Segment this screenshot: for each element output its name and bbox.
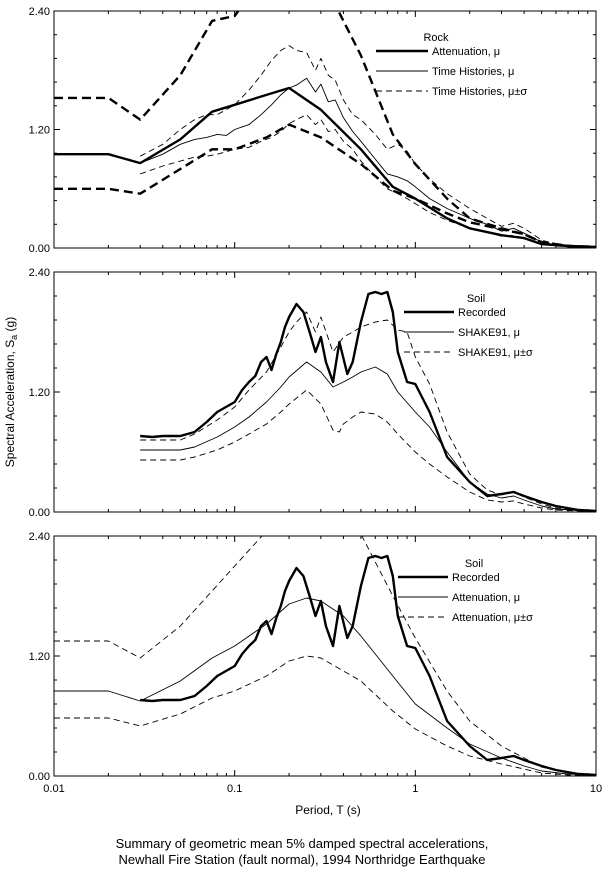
legend: Soil Recorded Attenuation, μ Attenuation, μ… (398, 558, 533, 624)
legend-title: Soil (467, 293, 485, 305)
legend-entry-label: SHAKE91, μ (458, 327, 520, 339)
y-tick-label: 1.20 (29, 387, 50, 399)
series-line-5 (54, 11, 596, 248)
series-line-1 (140, 554, 596, 776)
y-tick-label: 0.00 (29, 507, 50, 519)
legend-entry-label: Attenuation, μ±σ (452, 612, 533, 624)
legend: Soil Recorded SHAKE91, μ SHAKE91, μ±σ (404, 293, 533, 359)
series-group (54, 11, 596, 248)
legend-entry-label: Recorded (452, 572, 500, 584)
series-line-3 (139, 45, 596, 248)
chart-panel-1: 0.00 1.20 2.40 Rock Attenuation, μ Time Histo… (29, 6, 597, 255)
legend-entry-label: Attenuation, μ (452, 592, 520, 604)
series-line-2 (54, 597, 596, 776)
y-tick-label: 0.00 (29, 771, 50, 783)
legend-title: Soil (465, 558, 483, 570)
plot-frame (53, 535, 597, 777)
series-line-2 (140, 361, 596, 512)
caption-line-2: Newhall Fire Station (fault normal), 199… (118, 852, 486, 867)
series-line-4 (140, 389, 596, 512)
chart-panel-2: 0.00 1.20 2.40 Soil Recorded SHAKE91, μ SHAKE9… (29, 267, 597, 519)
x-axis-label: Period, T (s) (295, 803, 361, 817)
legend-entry-label: SHAKE91, μ±σ (458, 347, 533, 359)
panels: 0.00 1.20 2.40 Rock Attenuation, μ Time Histo… (29, 6, 603, 795)
figure-caption: Summary of geometric mean 5% damped spec… (0, 836, 604, 868)
x-tick-label: 10 (590, 783, 602, 795)
legend-title: Rock (423, 32, 449, 44)
chart-panel-3: 0.00 1.20 2.40 0.01 0.1 1 10 Soil Recorded Attenu… (29, 531, 603, 795)
y-tick-label: 2.40 (29, 531, 50, 543)
legend-entry-label: Time Histories, μ±σ (432, 86, 527, 98)
y-axis-label: Spectral Acceleration, Sa (g) (3, 317, 19, 467)
legend: Rock Attenuation, μ Time Histories, μ Time … (376, 32, 527, 98)
series-line-2 (140, 77, 596, 248)
y-tick-label: 1.20 (29, 125, 50, 137)
legend-entry-label: Time Histories, μ (432, 66, 514, 78)
series-line-3 (54, 536, 596, 776)
y-tick-label: 1.20 (29, 651, 50, 663)
y-tick-label: 0.00 (29, 243, 50, 255)
y-axis-label-sub: a (9, 335, 19, 340)
series-group (140, 290, 596, 512)
legend-entry-label: Attenuation, μ (432, 46, 500, 58)
y-axis-label-main: Spectral Acceleration, S (3, 340, 17, 467)
y-axis-label-unit: (g) (3, 317, 17, 335)
series-line-1 (54, 86, 596, 248)
x-tick-label: 0.1 (227, 783, 242, 795)
x-tick-label: 1 (412, 783, 418, 795)
series-line-4 (54, 655, 596, 776)
plot-frame (53, 10, 597, 249)
series-line-6 (54, 123, 596, 248)
plot-frame (53, 271, 597, 513)
series-group (54, 536, 596, 776)
x-tick-label: 0.01 (43, 783, 64, 795)
series-line-4 (140, 114, 596, 248)
y-tick-label: 2.40 (29, 6, 50, 18)
caption-line-1: Summary of geometric mean 5% damped spec… (115, 836, 489, 851)
legend-entry-label: Recorded (458, 307, 506, 319)
series-line-3 (140, 311, 596, 512)
y-tick-label: 2.40 (29, 267, 50, 279)
